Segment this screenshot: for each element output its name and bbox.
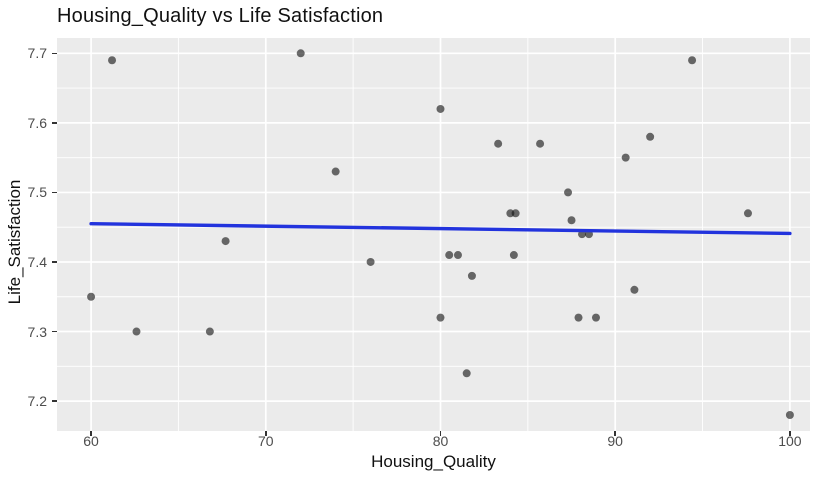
data-point bbox=[108, 56, 117, 65]
data-point bbox=[646, 132, 655, 141]
y-tick-label: 7.2 bbox=[27, 393, 47, 410]
y-axis-title: Life_Satisfaction bbox=[5, 179, 24, 305]
minor-gridlines bbox=[57, 38, 810, 431]
plot-title: Housing_Quality vs Life Satisfaction bbox=[57, 5, 384, 27]
data-point bbox=[743, 209, 752, 218]
data-point bbox=[462, 369, 471, 378]
y-tick-mark bbox=[52, 191, 57, 194]
y-tick-mark bbox=[52, 122, 57, 124]
y-tick-label: 7.6 bbox=[27, 114, 47, 131]
data-point bbox=[467, 271, 476, 280]
y-tick-mark bbox=[52, 261, 57, 263]
trend-line bbox=[89, 222, 792, 236]
major-gridlines bbox=[57, 38, 810, 431]
x-tick-mark bbox=[789, 431, 791, 436]
data-point bbox=[785, 411, 794, 420]
data-point bbox=[221, 237, 230, 246]
x-tick-mark bbox=[614, 431, 616, 436]
data-point bbox=[511, 209, 520, 218]
x-tick-label: 100 bbox=[778, 433, 802, 449]
x-tick-label: 80 bbox=[432, 433, 449, 449]
x-tick-mark bbox=[439, 431, 442, 436]
x-axis-title: Housing_Quality bbox=[371, 452, 496, 471]
x-tick-mark bbox=[90, 431, 92, 436]
data-point bbox=[436, 104, 445, 113]
y-tick-label: 7.7 bbox=[27, 45, 47, 62]
data-point bbox=[591, 313, 600, 322]
x-tick-label: 60 bbox=[83, 433, 99, 449]
data-point bbox=[132, 327, 141, 336]
data-point bbox=[296, 49, 305, 58]
data-point bbox=[366, 257, 375, 266]
data-point bbox=[509, 251, 518, 260]
data-point bbox=[621, 153, 630, 162]
data-point bbox=[436, 313, 445, 322]
data-point bbox=[205, 327, 214, 336]
x-tick-mark bbox=[264, 431, 267, 436]
y-tick-label: 7.4 bbox=[27, 253, 47, 270]
y-tick-label: 7.5 bbox=[27, 184, 47, 201]
data-point bbox=[688, 56, 697, 65]
plot-svg bbox=[57, 38, 810, 431]
data-point bbox=[445, 251, 454, 260]
plot-panel bbox=[57, 38, 810, 431]
y-tick-label: 7.3 bbox=[27, 323, 47, 340]
scatter-points bbox=[87, 49, 794, 420]
data-point bbox=[536, 139, 545, 148]
data-point bbox=[453, 251, 462, 260]
x-tick-label: 70 bbox=[257, 433, 274, 449]
data-point bbox=[574, 313, 583, 322]
data-point bbox=[630, 285, 639, 294]
data-point bbox=[564, 188, 573, 197]
data-point bbox=[567, 216, 576, 225]
data-point bbox=[494, 139, 503, 148]
y-tick-mark bbox=[52, 400, 57, 402]
y-tick-mark bbox=[52, 52, 57, 55]
data-point bbox=[87, 292, 96, 301]
x-tick-label: 90 bbox=[607, 433, 623, 449]
y-tick-mark bbox=[52, 330, 57, 333]
data-point bbox=[331, 167, 340, 176]
